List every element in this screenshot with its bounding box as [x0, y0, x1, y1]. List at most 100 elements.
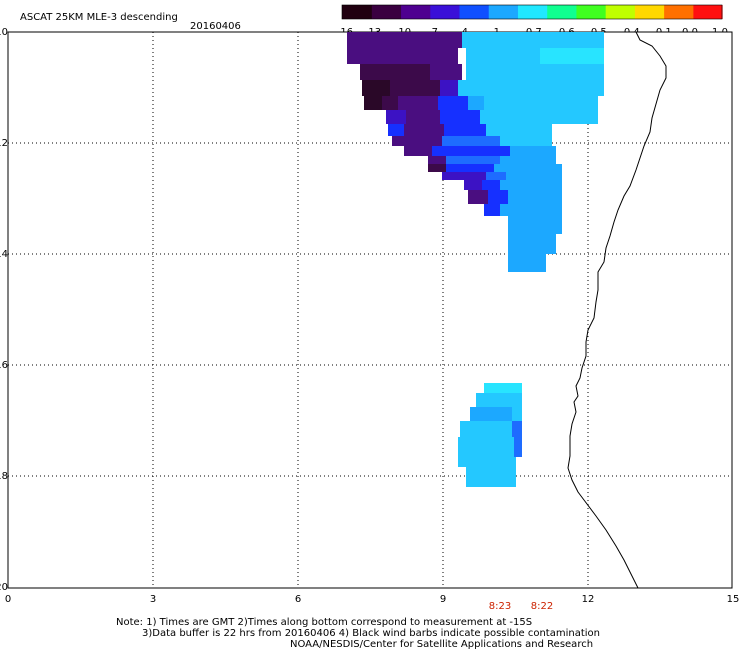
- data-pixel: [464, 180, 482, 190]
- map-date: 20160406: [190, 21, 241, 32]
- colorbar-segment: [663, 5, 694, 19]
- data-pixel: [466, 64, 604, 80]
- colorbar-segment: [517, 5, 548, 19]
- y-tick-label: -16: [0, 360, 8, 371]
- colorbar-segment: [488, 5, 518, 19]
- x-axis-labels: 0 3 6 9 12 15: [5, 594, 740, 605]
- y-tick-label: -18: [0, 471, 8, 482]
- data-pixel: [398, 96, 438, 110]
- colorbar-segment: [429, 5, 460, 19]
- data-pixel: [438, 96, 468, 110]
- data-pixel: [428, 156, 446, 164]
- note-line-3: NOAA/NESDIS/Center for Satellite Applica…: [290, 639, 593, 650]
- data-pixel: [432, 146, 510, 156]
- colorbar-segment: [605, 5, 635, 19]
- data-pixel: [430, 64, 462, 80]
- data-pixel: [364, 96, 382, 110]
- data-pixel: [482, 180, 500, 190]
- colorbar-segment: [342, 5, 372, 19]
- data-pixel: [462, 32, 604, 48]
- data-pixel: [466, 467, 516, 487]
- data-pixel: [440, 110, 480, 124]
- x-tick-label: 9: [440, 594, 446, 605]
- data-pixel: [500, 156, 556, 164]
- y-tick-label: -20: [0, 582, 8, 593]
- x-tick-label: 15: [727, 594, 740, 605]
- data-pixel: [484, 204, 500, 216]
- data-pixel: [378, 64, 430, 80]
- data-pixel: [428, 164, 446, 172]
- x-tick-label: 12: [582, 594, 595, 605]
- data-pixel: [476, 393, 522, 407]
- data-pixel: [460, 421, 514, 437]
- data-pixel: [508, 234, 556, 254]
- time-label: 8:23: [489, 601, 511, 612]
- colorbar: [341, 4, 723, 20]
- data-pixel: [494, 164, 562, 172]
- colorbar-segment: [546, 5, 577, 19]
- mle-data-swaths: [347, 32, 604, 487]
- data-pixel: [468, 96, 484, 110]
- x-tick-label: 3: [150, 594, 156, 605]
- data-pixel: [347, 32, 462, 48]
- data-pixel: [360, 48, 378, 64]
- data-pixel: [512, 421, 522, 437]
- y-tick-label: -12: [0, 138, 8, 149]
- colorbar-frame: [341, 4, 723, 20]
- data-pixel: [512, 407, 522, 421]
- data-pixel: [458, 437, 514, 457]
- data-pixel: [540, 48, 604, 64]
- data-pixel: [442, 172, 486, 180]
- colorbar-segment: [400, 5, 431, 19]
- data-pixel: [508, 190, 562, 204]
- data-pixel: [347, 48, 360, 64]
- data-pixel: [360, 64, 378, 80]
- data-pixel: [514, 437, 522, 457]
- data-pixel: [406, 110, 440, 124]
- plot-frame: [7, 31, 733, 589]
- map-title: ASCAT 25KM MLE-3 descending: [20, 12, 178, 23]
- data-pixel: [500, 136, 552, 146]
- y-tick-label: -10: [0, 27, 8, 38]
- data-pixel: [508, 254, 546, 272]
- data-pixel: [390, 80, 440, 96]
- data-pixel: [484, 96, 598, 110]
- x-tick-label: 0: [5, 594, 11, 605]
- data-pixel: [466, 48, 540, 64]
- data-pixel: [382, 96, 398, 110]
- data-pixel: [404, 146, 432, 156]
- data-pixel: [506, 172, 562, 180]
- colorbar-segment: [634, 5, 665, 19]
- data-pixel: [480, 110, 598, 124]
- data-pixel: [404, 124, 444, 136]
- data-pixel: [386, 110, 406, 124]
- data-pixel: [392, 136, 442, 146]
- data-pixel: [468, 190, 488, 204]
- y-tick-label: -14: [0, 249, 8, 260]
- data-pixel: [440, 80, 458, 96]
- data-pixel: [458, 80, 604, 96]
- plot-area: [7, 31, 733, 589]
- data-pixel: [488, 190, 508, 204]
- note-line-2: 3)Data buffer is 22 hrs from 20160406 4)…: [142, 628, 600, 639]
- data-pixel: [458, 457, 516, 467]
- data-pixel: [484, 383, 522, 393]
- data-pixel: [388, 124, 404, 136]
- data-pixel: [442, 136, 500, 146]
- data-pixel: [378, 48, 458, 64]
- coastline: [567, 31, 667, 589]
- data-pixel: [362, 80, 390, 96]
- data-pixel: [444, 124, 486, 136]
- data-pixel: [486, 172, 506, 180]
- note-line-1: Note: 1) Times are GMT 2)Times along bot…: [116, 617, 532, 628]
- data-pixel: [500, 204, 562, 216]
- y-axis-labels: -10 -12 -14 -16 -18 -20: [0, 27, 8, 593]
- colorbar-segment: [371, 5, 402, 19]
- data-pixel: [508, 216, 562, 234]
- data-pixel: [510, 146, 556, 156]
- colorbar-segment: [458, 5, 489, 19]
- data-pixel: [446, 156, 500, 164]
- data-pixel: [486, 124, 552, 136]
- data-pixel: [446, 164, 494, 172]
